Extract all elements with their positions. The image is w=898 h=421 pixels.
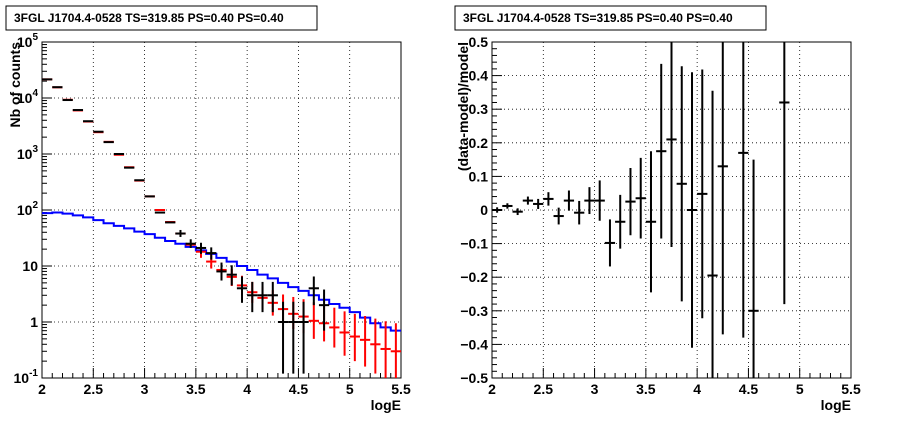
counts-panel: 3FGL J1704.4-0528 TS=319.85 PS=0.40 PS=0… (5, 5, 411, 413)
y-tick-label: −0.1 (460, 236, 488, 252)
x-tick-label: 4 (693, 381, 701, 397)
y-tick-label: 10-1 (14, 368, 39, 386)
x-tick-label: 5.5 (391, 381, 411, 397)
x-tick-label: 3 (591, 381, 599, 397)
series-0 (492, 42, 790, 378)
x-tick-label: 3.5 (186, 381, 206, 397)
y-tick-label: 0.1 (469, 168, 489, 184)
y-tick-label: 0 (480, 202, 488, 218)
x-tick-label: 2.5 (84, 381, 104, 397)
x-tick-label: 3.5 (636, 381, 656, 397)
x-axis-label: logE (821, 397, 851, 413)
y-tick-label: 103 (17, 144, 39, 162)
y-axis-label: Nb of counts (7, 42, 23, 128)
y-tick-label: 10 (22, 258, 38, 274)
y-tick-label: 1 (30, 314, 38, 330)
y-tick-label: 104 (17, 88, 39, 106)
y-tick-label: −0.2 (460, 269, 488, 285)
x-tick-label: 5.5 (841, 381, 861, 397)
y-tick-label: −0.3 (460, 303, 488, 319)
x-tick-label: 4.5 (739, 381, 759, 397)
chart-title: 3FGL J1704.4-0528 TS=319.85 PS=0.40 PS=0… (14, 11, 284, 25)
x-tick-label: 2.5 (534, 381, 554, 397)
x-axis-label: logE (371, 397, 401, 413)
x-tick-label: 5 (346, 381, 354, 397)
x-tick-label: 5 (796, 381, 804, 397)
y-tick-label: 0.4 (469, 68, 489, 84)
x-tick-label: 4 (243, 381, 251, 397)
model-step-line (42, 211, 401, 332)
residual-panel: 3FGL J1704.4-0528 TS=319.85 PS=0.40 PS=0… (454, 5, 861, 413)
y-tick-label: −0.5 (460, 370, 488, 386)
series-0 (42, 211, 401, 332)
x-tick-label: 3 (141, 381, 149, 397)
y-tick-label: −0.4 (460, 336, 488, 352)
x-tick-label: 2 (38, 381, 46, 397)
series-2 (42, 78, 330, 374)
y-tick-label: 0.5 (469, 34, 489, 50)
y-axis-label: (data-model)/model (455, 42, 471, 171)
title-box (5, 5, 318, 31)
y-tick-label: 105 (17, 32, 39, 50)
x-tick-label: 4.5 (289, 381, 309, 397)
x-tick-label: 2 (488, 381, 496, 397)
title-box (454, 5, 767, 31)
chart-title: 3FGL J1704.4-0528 TS=319.85 PS=0.40 PS=0… (463, 11, 733, 25)
y-tick-label: 102 (17, 200, 39, 218)
plot-frame (41, 41, 402, 379)
y-tick-label: 0.3 (469, 101, 489, 117)
y-tick-label: 0.2 (469, 135, 489, 151)
